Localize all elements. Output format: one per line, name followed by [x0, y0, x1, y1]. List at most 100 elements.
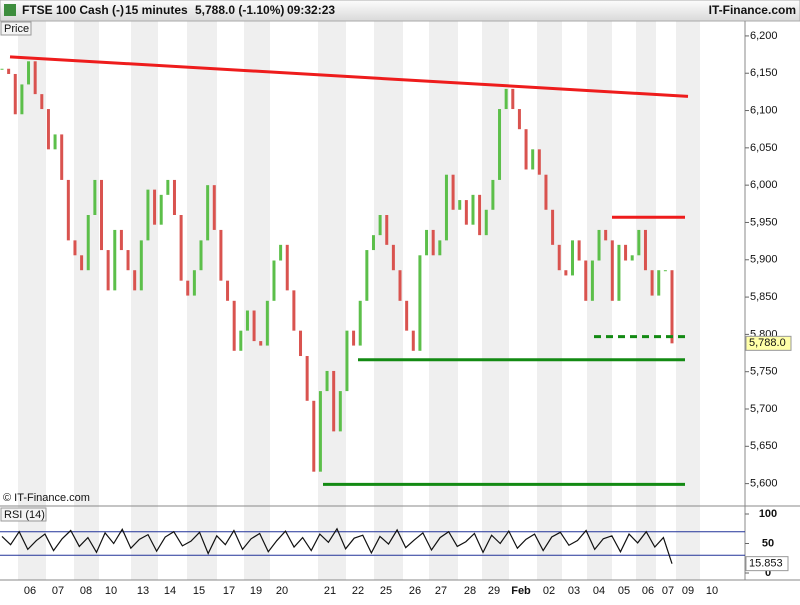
candle [345, 330, 349, 392]
candle [192, 270, 196, 296]
candle [7, 68, 11, 74]
rsi-tick-label: 0 [765, 567, 771, 579]
y-tick-label: 6,200 [750, 30, 778, 42]
candle [385, 215, 389, 245]
x-tick-label: 19 [250, 585, 262, 597]
y-tick-label: 5,750 [750, 366, 778, 378]
x-tick-label: 06 [24, 585, 36, 597]
candle [425, 229, 429, 256]
candle [637, 229, 641, 256]
x-tick-label: 08 [80, 585, 92, 597]
candle [491, 179, 495, 210]
rsi-label: RSI (14) [4, 509, 45, 521]
candle [206, 185, 210, 241]
candle [172, 179, 176, 215]
candle [279, 244, 283, 261]
candle [544, 174, 548, 210]
x-tick-label: 28 [464, 585, 476, 597]
brand: IT-Finance.com [709, 3, 796, 17]
candle [0, 68, 4, 70]
candle [597, 229, 601, 261]
candle [265, 300, 269, 346]
x-tick-label: 09 [682, 585, 694, 597]
y-tick-label: 6,100 [750, 104, 778, 116]
day-stripe [676, 21, 700, 580]
y-tick-label: 6,050 [750, 142, 778, 154]
x-tick-label: 13 [137, 585, 149, 597]
candle [139, 240, 143, 291]
candle [166, 179, 170, 195]
day-stripe [374, 21, 403, 580]
candle [610, 240, 614, 301]
candle [431, 229, 435, 256]
y-tick-label: 5,850 [750, 291, 778, 303]
candle [451, 174, 455, 210]
candle [365, 250, 369, 301]
time: 09:32:23 [287, 3, 335, 17]
candle [564, 270, 568, 276]
candle [398, 270, 402, 301]
candle [670, 270, 674, 344]
candle [471, 194, 475, 225]
header-bar [0, 0, 800, 22]
candle [40, 94, 44, 110]
candle [504, 88, 508, 110]
last-price-label: 5,788.0 [749, 337, 786, 349]
candle [458, 200, 462, 210]
panel-label: Price [4, 23, 29, 35]
day-stripes [18, 21, 700, 580]
candle [418, 255, 422, 351]
x-tick-label: 06 [642, 585, 654, 597]
candle [391, 244, 395, 271]
candle [292, 290, 296, 331]
x-tick-label: 04 [593, 585, 605, 597]
x-tick-label: Feb [511, 585, 531, 597]
candle [570, 240, 574, 276]
candle [464, 200, 468, 225]
y-tick-label: 5,900 [750, 254, 778, 266]
x-tick-label: 29 [488, 585, 500, 597]
day-stripe [429, 21, 458, 580]
rsi-line [1, 527, 673, 564]
rsi-tab [0, 507, 47, 522]
candle [285, 244, 289, 291]
candle [53, 134, 57, 150]
candle [126, 250, 130, 271]
candle [657, 270, 661, 296]
candle [239, 330, 243, 351]
candle [100, 179, 104, 251]
day-stripe [131, 21, 158, 580]
candle [511, 88, 515, 110]
candle [27, 61, 31, 85]
candle [113, 229, 117, 291]
candle [498, 109, 502, 180]
candle [146, 189, 150, 241]
candle [557, 244, 561, 271]
day-stripe [318, 21, 346, 580]
day-stripe [482, 21, 509, 580]
candle [199, 240, 203, 271]
candle [272, 260, 276, 301]
x-tick-label: 10 [105, 585, 117, 597]
candle [305, 356, 309, 401]
x-tick-label: 02 [543, 585, 555, 597]
rsi-last-box [745, 556, 789, 572]
candle [20, 84, 24, 115]
candle [584, 260, 588, 301]
candle [13, 73, 17, 115]
copyright: © IT-Finance.com [3, 492, 90, 504]
candle [643, 229, 647, 271]
candle [405, 300, 409, 331]
candle [630, 255, 634, 261]
candle [524, 129, 528, 170]
candle [352, 330, 356, 346]
day-stripe [74, 21, 99, 580]
candle [371, 235, 375, 251]
candle [252, 310, 256, 342]
day-stripe [636, 21, 656, 580]
candle [179, 215, 183, 281]
last-price-box [745, 335, 792, 351]
candle [478, 194, 482, 236]
x-tick-label: 22 [352, 585, 364, 597]
